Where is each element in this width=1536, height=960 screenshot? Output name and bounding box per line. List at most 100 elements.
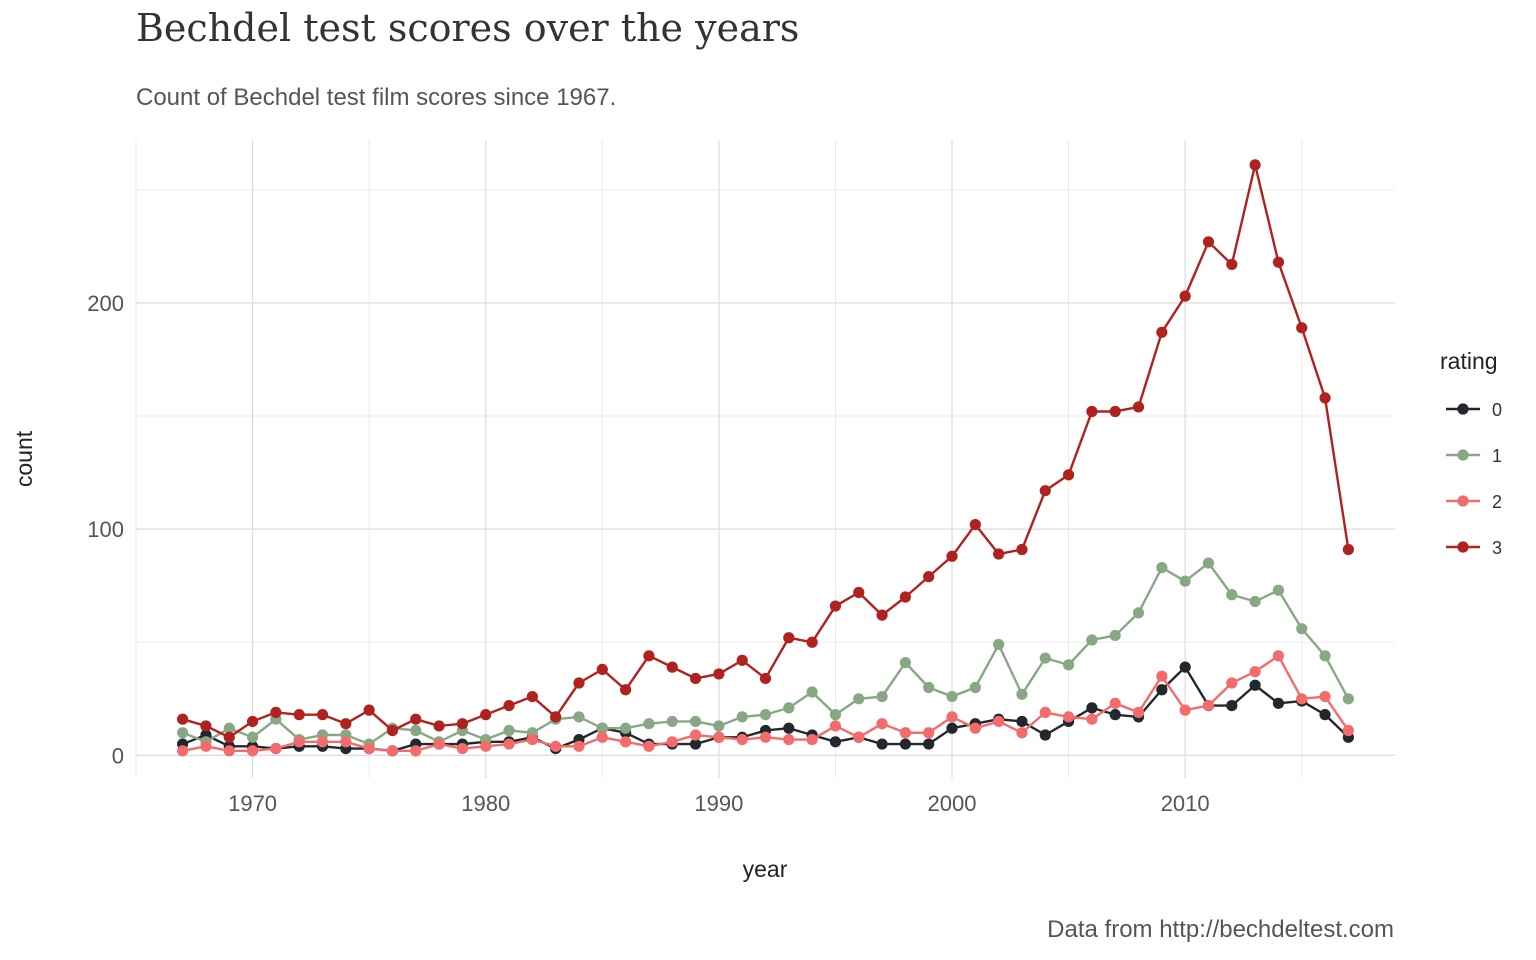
data-point (1179, 661, 1191, 673)
data-point (596, 663, 608, 676)
data-point (620, 736, 632, 748)
data-point (410, 724, 422, 737)
data-point (1062, 711, 1075, 723)
data-point (1202, 557, 1215, 569)
data-point (923, 571, 935, 583)
legend-item-3: 3 (1446, 538, 1502, 558)
data-point (1226, 700, 1238, 712)
data-point (829, 600, 842, 612)
data-point (736, 711, 748, 723)
chart-title: Bechdel test scores over the years (136, 6, 800, 50)
data-point (783, 722, 795, 734)
y-axis-ticks: 0 100 200 (87, 291, 124, 768)
data-point (736, 733, 748, 746)
series-1 (177, 557, 1354, 750)
data-point (177, 745, 189, 757)
data-point (200, 720, 212, 732)
series-layer (177, 159, 1354, 757)
legend-label: 3 (1492, 538, 1502, 558)
x-axis-title: year (743, 856, 788, 882)
data-point (246, 731, 259, 743)
data-point (1296, 623, 1308, 635)
data-point (1132, 401, 1145, 413)
data-point (876, 609, 888, 621)
data-point (1179, 290, 1191, 302)
data-point (783, 632, 795, 644)
data-point (666, 736, 678, 748)
data-point (1109, 629, 1121, 642)
data-point (713, 731, 725, 743)
data-point (783, 733, 795, 746)
data-point (480, 709, 492, 721)
data-point (620, 722, 632, 734)
series-2 (177, 650, 1354, 757)
data-point (993, 548, 1005, 560)
data-point (1039, 729, 1051, 741)
data-point (1272, 256, 1285, 268)
data-point (223, 745, 235, 757)
data-point (526, 690, 538, 703)
data-point (829, 736, 842, 748)
legend-key-point (1457, 449, 1469, 461)
data-point (1016, 543, 1028, 556)
grid-lines (135, 140, 1395, 778)
data-point (1086, 405, 1098, 418)
data-point (293, 709, 305, 721)
x-tick-label: 2000 (928, 791, 977, 816)
y-tick-label: 200 (87, 291, 124, 316)
data-point (573, 677, 585, 689)
data-point (1016, 727, 1028, 739)
data-point (1109, 405, 1121, 418)
data-point (1039, 706, 1051, 718)
data-point (340, 736, 352, 748)
data-point (1342, 543, 1354, 556)
data-point (1062, 469, 1075, 481)
x-tick-label: 1980 (461, 791, 510, 816)
data-point (223, 722, 235, 734)
data-point (899, 657, 911, 669)
data-point (1039, 485, 1051, 497)
data-point (643, 650, 655, 662)
legend-item-1: 1 (1446, 446, 1502, 466)
data-point (689, 715, 702, 728)
legend-label: 1 (1492, 446, 1502, 466)
data-point (480, 740, 492, 752)
data-point (363, 704, 375, 716)
data-point (596, 722, 608, 734)
data-point (1319, 392, 1331, 404)
x-tick-label: 2010 (1161, 791, 1210, 816)
data-point (1319, 709, 1331, 721)
data-point (1086, 702, 1098, 714)
data-point (200, 740, 212, 752)
legend-key-point (1457, 495, 1469, 507)
data-point (1062, 659, 1075, 671)
data-point (1272, 584, 1285, 596)
data-point (620, 684, 632, 696)
data-point (876, 690, 888, 703)
data-point (969, 681, 981, 694)
data-point (386, 724, 399, 737)
data-point (1249, 679, 1261, 691)
data-point (1156, 562, 1168, 574)
legend-key-point (1457, 403, 1469, 415)
legend-item-0: 0 (1446, 400, 1502, 420)
data-point (1179, 704, 1191, 716)
data-point (340, 718, 352, 730)
data-point (876, 738, 888, 750)
data-point (573, 740, 585, 752)
data-point (433, 720, 445, 732)
data-point (1016, 688, 1028, 700)
data-point (1086, 713, 1098, 725)
data-point (1016, 715, 1028, 728)
data-point (1296, 693, 1308, 705)
data-point (316, 709, 329, 721)
series-line-3 (182, 163, 1350, 739)
data-point (1132, 607, 1145, 619)
x-tick-label: 1990 (694, 791, 743, 816)
data-point (596, 731, 608, 743)
data-point (293, 736, 305, 748)
legend-label: 0 (1492, 400, 1502, 420)
data-point (223, 731, 235, 743)
data-point (1179, 575, 1191, 587)
